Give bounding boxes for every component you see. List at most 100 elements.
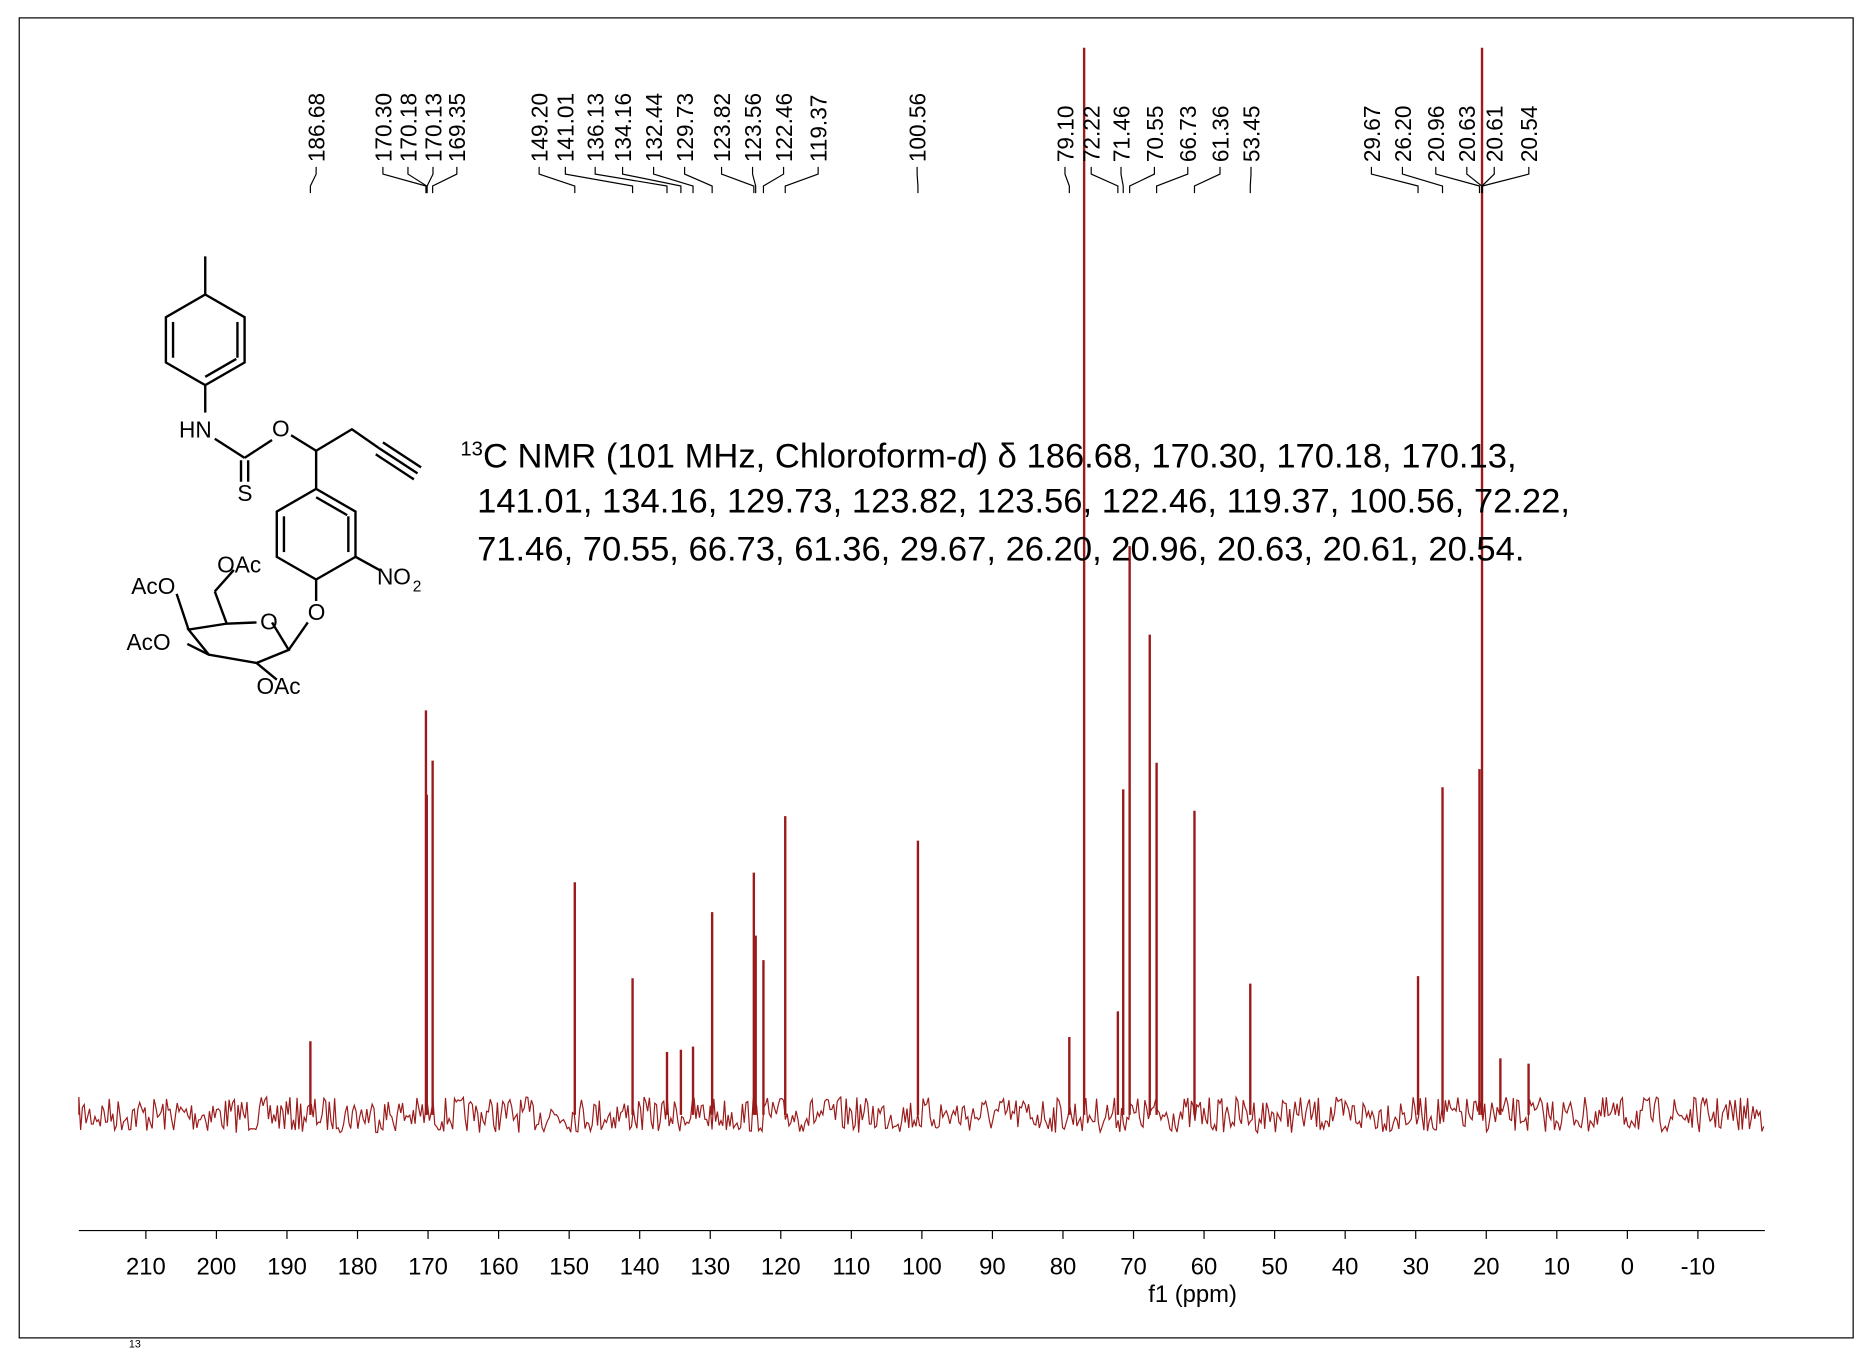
peak-label: 20.54 bbox=[1516, 105, 1542, 162]
x-tick-label: 150 bbox=[549, 1254, 589, 1281]
peak-label-leader bbox=[652, 166, 694, 194]
peak-label-leader bbox=[1120, 166, 1124, 194]
peak-label: 122.46 bbox=[771, 93, 797, 162]
atom-label: OAc bbox=[217, 551, 261, 577]
peak-label: 26.20 bbox=[1390, 105, 1416, 162]
x-tick-label: 210 bbox=[126, 1254, 166, 1281]
peak-label: 61.36 bbox=[1207, 105, 1233, 162]
peak-label-leader bbox=[538, 166, 576, 194]
x-tick-label: 40 bbox=[1332, 1254, 1359, 1281]
peak-label-leader bbox=[784, 166, 819, 194]
structure bbox=[164, 256, 422, 681]
peak-label: 66.73 bbox=[1175, 105, 1201, 162]
caption-fragment: 13 bbox=[129, 1338, 141, 1350]
atom-label: S bbox=[237, 480, 252, 506]
atom-label: O bbox=[272, 415, 290, 441]
peak-label: 70.55 bbox=[1142, 105, 1168, 162]
peak-label: 20.96 bbox=[1423, 105, 1449, 162]
x-tick-label: 30 bbox=[1402, 1254, 1429, 1281]
peak-label: 134.16 bbox=[610, 93, 636, 162]
peak-label-leader bbox=[1249, 166, 1252, 194]
annotation-line: 71.46, 70.55, 66.73, 61.36, 29.67, 26.20… bbox=[477, 530, 1524, 568]
frame bbox=[18, 17, 1854, 1339]
x-tick-label: 110 bbox=[832, 1254, 870, 1281]
x-tick-label: 190 bbox=[267, 1254, 307, 1281]
annotation-line: 13C NMR (101 MHz, Chloroform-d) δ 186.68… bbox=[460, 437, 1516, 475]
peak-label-leader bbox=[382, 166, 427, 194]
atom-label: 2 bbox=[413, 578, 422, 595]
peak-label: 71.46 bbox=[1108, 105, 1134, 162]
peak-label-leader bbox=[426, 166, 434, 194]
peak-label-leader bbox=[1435, 166, 1481, 194]
x-tick-label: 170 bbox=[408, 1254, 448, 1281]
x-tick-label: 80 bbox=[1050, 1254, 1077, 1281]
peak-label-leader bbox=[594, 166, 668, 194]
peak-label: 20.61 bbox=[1482, 105, 1508, 162]
peak-label-leader bbox=[720, 166, 755, 194]
x-tick-label: 60 bbox=[1191, 1254, 1218, 1281]
peak-label-leader bbox=[564, 166, 634, 194]
x-tick-label: 50 bbox=[1261, 1254, 1288, 1281]
annotation: 13C NMR (101 MHz, Chloroform-d) δ 186.68… bbox=[460, 437, 1570, 568]
x-tick-label: 90 bbox=[979, 1254, 1006, 1281]
peak-label: 119.37 bbox=[805, 95, 831, 163]
x-tick-label: 70 bbox=[1120, 1254, 1147, 1281]
x-tick-label: 140 bbox=[620, 1254, 660, 1281]
peak-label: 141.01 bbox=[553, 93, 579, 162]
annotation-line: 141.01, 134.16, 129.73, 123.82, 123.56, … bbox=[477, 483, 1570, 521]
peak-label: 129.73 bbox=[672, 93, 698, 162]
peak-label: 100.56 bbox=[904, 93, 930, 162]
x-tick-label: 10 bbox=[1544, 1254, 1571, 1281]
peak-label-leader bbox=[432, 166, 458, 194]
peak-label: 79.10 bbox=[1052, 105, 1078, 162]
atom-label: O bbox=[260, 609, 278, 635]
peak-label-leader bbox=[916, 166, 919, 194]
peak-label-leader bbox=[1193, 166, 1221, 194]
text: ) δ 186.68, 170.30, 170.18, 170.13, bbox=[977, 437, 1517, 475]
peak-label-leader bbox=[1401, 166, 1444, 194]
baseline-noise bbox=[78, 1095, 1765, 1135]
atom-label: NO bbox=[377, 563, 411, 589]
peak-label-leader bbox=[751, 166, 757, 194]
peak-label-leader bbox=[1064, 166, 1070, 194]
peak-label: 72.22 bbox=[1079, 105, 1105, 162]
peak-label: 170.18 bbox=[395, 93, 421, 162]
atom-label: AcO bbox=[131, 573, 175, 599]
atom-label: OAc bbox=[257, 673, 301, 699]
structure-labels: HN O S NO 2 O O OAc AcO AcO OAc bbox=[127, 415, 422, 699]
x-tick-label: 200 bbox=[197, 1254, 237, 1281]
peak-label-leader bbox=[1090, 166, 1119, 194]
x-tick-label: -10 bbox=[1681, 1254, 1715, 1281]
x-tick-label: 130 bbox=[690, 1254, 730, 1281]
x-tick-label: 180 bbox=[338, 1254, 378, 1281]
peak-label: 123.82 bbox=[709, 93, 735, 162]
peak-label-leader bbox=[1481, 166, 1530, 194]
atom-label: AcO bbox=[127, 629, 171, 655]
peak-label-leader bbox=[683, 166, 713, 194]
x-tick-label: 100 bbox=[902, 1254, 942, 1281]
text: C NMR (101 MHz, Chloroform- bbox=[483, 437, 957, 475]
peak-label: 149.20 bbox=[526, 93, 552, 162]
peak-label-leader bbox=[621, 166, 682, 194]
peak-label: 186.68 bbox=[303, 93, 329, 162]
peak-label: 123.56 bbox=[740, 93, 766, 162]
peak-label: 20.63 bbox=[1454, 105, 1480, 162]
peak-label-leader bbox=[1129, 166, 1155, 194]
peak-label: 136.13 bbox=[583, 93, 609, 162]
x-tick-label: 0 bbox=[1621, 1254, 1634, 1281]
plot: 210 200 190 180 170 160 150 140 130 120 110 100 90 80… bbox=[78, 47, 1765, 1281]
text: d bbox=[957, 437, 978, 475]
atom-label: O bbox=[308, 599, 326, 625]
peak-label-leader bbox=[1370, 166, 1419, 194]
atom-label: HN bbox=[179, 417, 212, 443]
peak-label-leader bbox=[309, 166, 317, 194]
x-tick-label: 120 bbox=[761, 1254, 801, 1281]
peak-label-leader bbox=[762, 166, 785, 194]
peak-label: 170.30 bbox=[370, 93, 396, 162]
x-tick-label: 160 bbox=[479, 1254, 519, 1281]
peak-label: 29.67 bbox=[1359, 105, 1385, 162]
x-axis-label: f1 (ppm) bbox=[1148, 1281, 1237, 1308]
peak-label: 53.45 bbox=[1238, 105, 1264, 162]
x-tick-label: 20 bbox=[1473, 1254, 1500, 1281]
